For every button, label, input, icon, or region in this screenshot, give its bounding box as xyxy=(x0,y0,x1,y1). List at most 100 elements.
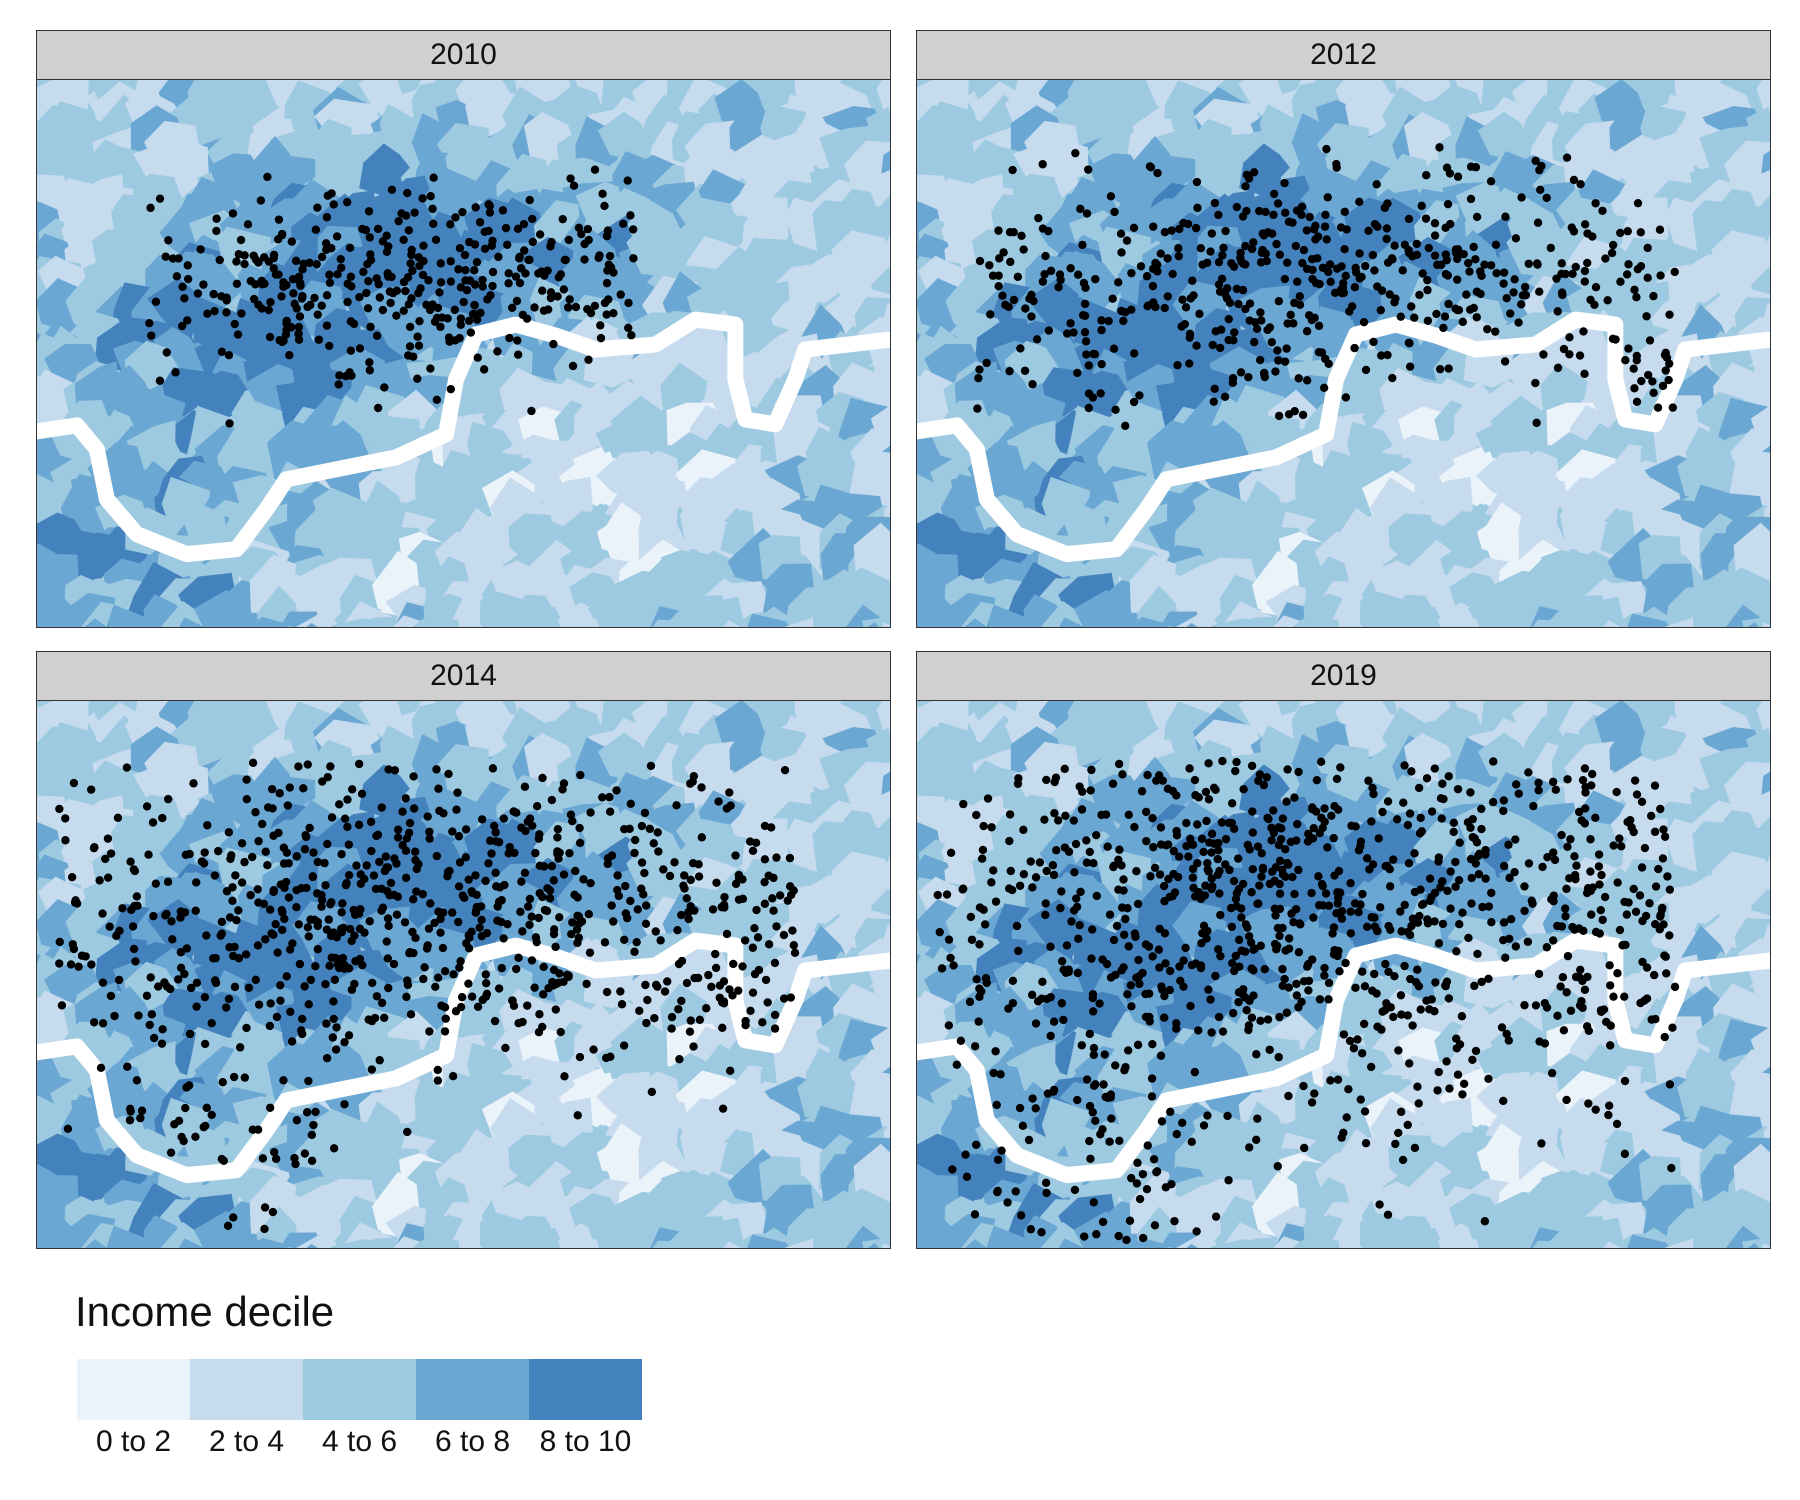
location-point xyxy=(689,771,699,781)
location-point xyxy=(1435,364,1445,374)
location-point xyxy=(770,958,780,968)
location-point xyxy=(145,1020,154,1030)
location-point xyxy=(1252,324,1262,334)
location-point xyxy=(300,1149,310,1158)
location-point xyxy=(225,419,234,428)
location-point xyxy=(308,872,318,882)
location-point xyxy=(224,351,234,360)
area-polygon xyxy=(126,1041,176,1101)
location-point xyxy=(292,1116,302,1125)
location-point xyxy=(418,194,427,203)
location-point xyxy=(558,785,567,794)
location-point xyxy=(1203,859,1212,868)
location-point xyxy=(1499,268,1509,277)
location-point xyxy=(630,947,639,956)
location-point xyxy=(1027,990,1037,1000)
location-point xyxy=(1148,264,1158,273)
location-point xyxy=(446,277,456,286)
location-point xyxy=(367,846,376,856)
location-point xyxy=(1216,325,1226,334)
location-point xyxy=(488,764,498,773)
location-point xyxy=(641,919,651,928)
location-point xyxy=(1361,365,1371,375)
location-point xyxy=(213,846,223,856)
area-polygon xyxy=(1404,1241,1426,1248)
location-point xyxy=(579,875,588,884)
location-point xyxy=(1323,193,1332,202)
location-point xyxy=(461,265,470,275)
location-point xyxy=(192,878,201,887)
location-point xyxy=(103,834,113,843)
location-point xyxy=(551,1005,560,1014)
map-svg xyxy=(37,701,890,1248)
area-polygon xyxy=(1757,1095,1770,1136)
location-point xyxy=(1275,250,1285,259)
location-point xyxy=(1595,880,1604,889)
location-point xyxy=(1028,1094,1037,1103)
location-point xyxy=(389,959,399,969)
area-polygon xyxy=(216,602,252,627)
location-point xyxy=(347,936,356,946)
location-point xyxy=(503,240,512,249)
location-point xyxy=(1242,206,1251,216)
location-point xyxy=(712,878,721,887)
location-point xyxy=(113,813,123,822)
location-point xyxy=(1014,946,1023,956)
location-point xyxy=(183,316,192,325)
location-point xyxy=(546,293,556,303)
location-point xyxy=(386,298,395,308)
location-point xyxy=(1167,226,1176,235)
location-point xyxy=(1038,977,1047,986)
area-polygon xyxy=(1627,1234,1670,1248)
location-point xyxy=(602,310,611,319)
location-point xyxy=(1453,275,1462,284)
location-point xyxy=(613,871,622,880)
location-point xyxy=(464,979,473,988)
location-point xyxy=(1430,1007,1439,1016)
location-point xyxy=(217,929,227,938)
area-polygon xyxy=(1168,1246,1174,1248)
location-point xyxy=(1111,1061,1120,1070)
location-point xyxy=(1598,206,1607,215)
location-point xyxy=(523,1001,532,1010)
area-polygon xyxy=(46,105,100,162)
location-point xyxy=(373,224,383,234)
location-point xyxy=(149,1033,159,1043)
location-point xyxy=(513,350,523,359)
location-point xyxy=(785,853,795,863)
area-polygon xyxy=(853,522,890,582)
location-point xyxy=(242,1023,251,1033)
location-point xyxy=(365,366,375,375)
location-point xyxy=(430,918,439,928)
location-point xyxy=(998,291,1007,300)
location-point xyxy=(1290,407,1299,416)
area-polygon xyxy=(690,1217,745,1248)
location-point xyxy=(1591,199,1600,208)
location-point xyxy=(995,254,1004,263)
location-point xyxy=(393,833,403,842)
location-point xyxy=(1430,251,1440,260)
location-point xyxy=(1422,171,1431,180)
location-point xyxy=(345,243,355,252)
location-point xyxy=(1232,202,1242,212)
location-point xyxy=(327,813,337,822)
location-point xyxy=(224,828,234,837)
location-point xyxy=(1553,1011,1562,1021)
location-point xyxy=(289,289,298,298)
location-point xyxy=(1282,1008,1292,1017)
location-point xyxy=(269,1147,279,1157)
location-point xyxy=(566,810,576,819)
location-point xyxy=(1620,992,1629,1001)
location-point xyxy=(1138,968,1147,978)
area-polygon xyxy=(1175,612,1222,627)
location-point xyxy=(1199,1121,1209,1130)
location-point xyxy=(752,905,761,915)
location-point xyxy=(522,314,532,323)
location-point xyxy=(1459,249,1468,259)
area-polygon xyxy=(795,875,852,924)
location-point xyxy=(246,276,255,286)
location-point xyxy=(539,962,548,972)
area-polygon xyxy=(524,1241,546,1248)
location-point xyxy=(201,1121,210,1131)
location-point xyxy=(466,328,476,337)
